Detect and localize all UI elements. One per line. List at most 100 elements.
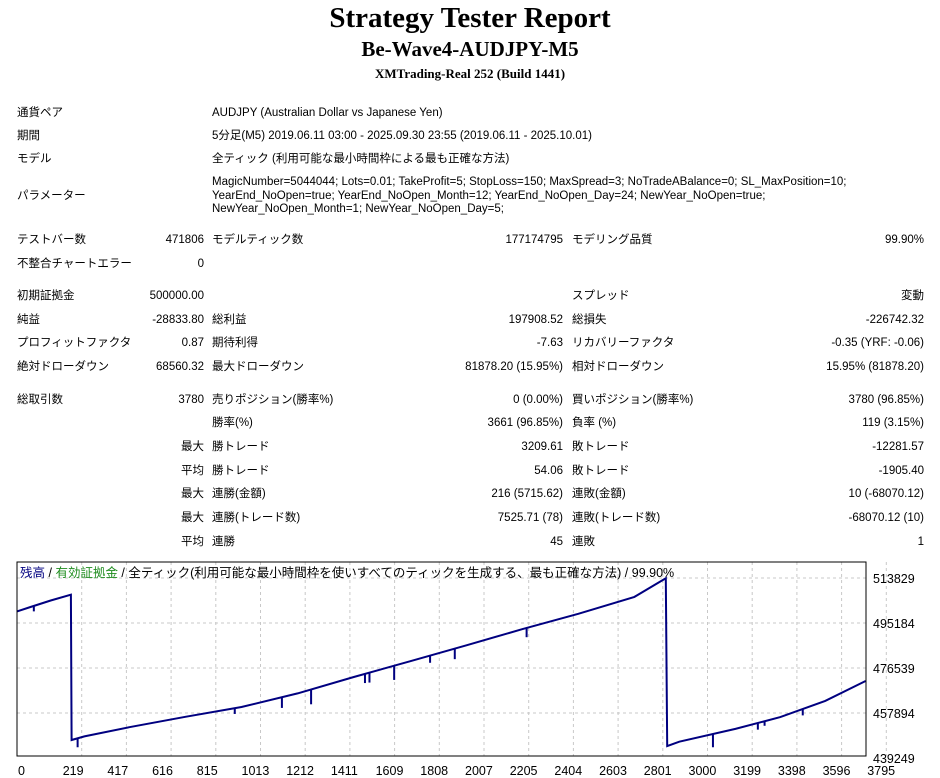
- cons-loss-amt-label: 連敗(金額): [572, 488, 626, 500]
- y-tick-label: 457894: [873, 707, 915, 721]
- pf-label: プロフィットファクタ: [17, 337, 132, 349]
- bars-value: 471806: [165, 234, 204, 246]
- short-value: 0 (0.00%): [513, 394, 563, 406]
- largest-loss-label: 敗トレード: [572, 441, 630, 453]
- x-tick-label: 3596: [823, 764, 851, 778]
- max-word: 最大: [181, 441, 204, 453]
- avg-cons-loss-label: 連敗: [572, 536, 595, 548]
- x-tick-label: 2205: [510, 764, 538, 778]
- gross-loss-label: 総損失: [572, 314, 607, 326]
- cons-win-amt-label: 連勝(金額): [212, 488, 266, 500]
- y-tick-label: 439249: [873, 752, 915, 766]
- abs-dd-label: 絶対ドローダウン: [17, 361, 109, 373]
- bars-label: テストバー数: [17, 234, 86, 246]
- net-value: -28833.80: [152, 314, 204, 326]
- avg-cons-loss-value: 1: [917, 536, 924, 548]
- long-label: 買いポジション(勝率%): [572, 394, 694, 406]
- cons-win-cnt-label: 連勝(トレード数): [212, 512, 301, 524]
- max-dd-value: 81878.20 (15.95%): [465, 361, 563, 373]
- net-label: 純益: [17, 314, 40, 326]
- gross-profit-label: 総利益: [212, 314, 247, 326]
- x-tick-label: 3000: [689, 764, 717, 778]
- deposit-value: 500000.00: [149, 290, 204, 302]
- recovery-label: リカバリーファクタ: [572, 337, 675, 349]
- y-tick-label: 476539: [873, 662, 915, 676]
- model-label: モデル: [17, 153, 52, 165]
- rel-dd-value: 15.95% (81878.20): [826, 361, 924, 373]
- avg-loss-label: 敗トレード: [572, 465, 630, 477]
- params-label: パラメーター: [17, 190, 86, 202]
- max-dd-label: 最大ドローダウン: [212, 361, 304, 373]
- win-label: 勝率(%): [212, 417, 253, 429]
- legend-sep: /: [45, 566, 55, 580]
- x-tick-label: 1013: [242, 764, 270, 778]
- long-value: 3780 (96.85%): [848, 394, 924, 406]
- avg-loss-value: -1905.40: [878, 465, 924, 477]
- x-tick-label: 3398: [778, 764, 806, 778]
- x-tick-label: 1808: [420, 764, 448, 778]
- quality-value: 99.90%: [884, 234, 924, 246]
- win-value: 3661 (96.85%): [487, 417, 563, 429]
- ticks-label: モデルティック数: [212, 234, 304, 246]
- expected-label: 期待利得: [212, 337, 258, 349]
- x-tick-label: 2801: [644, 764, 672, 778]
- cons-loss-cnt-label: 連敗(トレード数): [572, 512, 661, 524]
- params-value: MagicNumber=5044044; Lots=0.01; TakeProf…: [212, 176, 847, 215]
- expected-value: -7.63: [536, 337, 563, 349]
- spread-value: 変動: [901, 290, 924, 302]
- x-tick-label: 2007: [465, 764, 493, 778]
- cons-win-cnt-value: 7525.71 (78): [497, 512, 563, 524]
- balance-chart: 残高 / 有効証拠金 / 全ティック(利用可能な最小時間枠を使いすべてのティック…: [16, 561, 915, 778]
- trades-label: 総取引数: [17, 394, 63, 406]
- chart-grid: [17, 562, 887, 756]
- avg-cons-win-label: 連勝: [212, 536, 235, 548]
- max-word: 最大: [181, 488, 204, 500]
- x-tick-label: 1411: [331, 764, 358, 778]
- legend-balance: 残高: [20, 565, 45, 580]
- pair-value: AUDJPY (Australian Dollar vs Japanese Ye…: [212, 107, 443, 119]
- loss-value: 119 (3.15%): [862, 417, 924, 429]
- x-tick-label: 219: [63, 764, 84, 778]
- mismatch-label: 不整合チャートエラー: [17, 258, 132, 270]
- quality-label: モデリング品質: [572, 234, 653, 246]
- short-label: 売りポジション(勝率%): [212, 394, 334, 406]
- x-tick-label: 3795: [867, 764, 895, 778]
- report-title: Strategy Tester Report: [329, 2, 611, 34]
- max-word: 最大: [181, 512, 204, 524]
- x-tick-label: 0: [18, 764, 25, 778]
- largest-win-label: 勝トレード: [212, 441, 270, 453]
- x-tick-label: 2603: [599, 764, 627, 778]
- mismatch-value: 0: [197, 258, 204, 270]
- y-tick-label: 513829: [873, 572, 915, 586]
- pair-label: 通貨ペア: [17, 107, 63, 119]
- report-subtitle: Be-Wave4-AUDJPY-M5: [361, 37, 579, 61]
- largest-win-value: 3209.61: [521, 441, 563, 453]
- period-value: 5分足(M5) 2019.06.11 03:00 - 2025.09.30 23…: [212, 130, 592, 142]
- cons-loss-amt-value: 10 (-68070.12): [848, 488, 924, 500]
- recovery-value: -0.35 (YRF: -0.06): [831, 337, 924, 349]
- cons-win-amt-value: 216 (5715.62): [491, 488, 563, 500]
- x-tick-label: 815: [197, 764, 218, 778]
- pf-value: 0.87: [181, 337, 204, 349]
- x-tick-label: 1609: [376, 764, 404, 778]
- period-label: 期間: [17, 130, 40, 142]
- loss-label: 負率 (%): [572, 417, 617, 429]
- legend-model: / 全ティック(利用可能な最小時間枠を使いすべてのティックを生成する、最も正確な…: [118, 565, 674, 580]
- x-axis-ticks: 0 219 417 616 815 1013 1212 1411 1609 1808 2007 220…: [18, 764, 895, 778]
- y-tick-label: 495184: [873, 617, 915, 631]
- y-axis-ticks: 513829 495184 476539 457894 439249: [873, 572, 915, 766]
- ticks-value: 177174795: [505, 234, 563, 246]
- legend-equity: 有効証拠金: [55, 565, 118, 580]
- rel-dd-label: 相対ドローダウン: [572, 361, 664, 373]
- avg-word: 平均: [181, 465, 204, 477]
- x-tick-label: 616: [152, 764, 173, 778]
- abs-dd-value: 68560.32: [156, 361, 204, 373]
- plot-frame: [16, 561, 867, 757]
- cons-loss-cnt-value: -68070.12 (10): [848, 512, 924, 524]
- spread-label: スプレッド: [572, 290, 630, 302]
- x-tick-label: 417: [107, 764, 128, 778]
- largest-loss-value: -12281.57: [872, 441, 924, 453]
- server-info: XMTrading-Real 252 (Build 1441): [374, 66, 566, 81]
- x-tick-label: 2404: [554, 764, 582, 778]
- trades-value: 3780: [178, 394, 204, 406]
